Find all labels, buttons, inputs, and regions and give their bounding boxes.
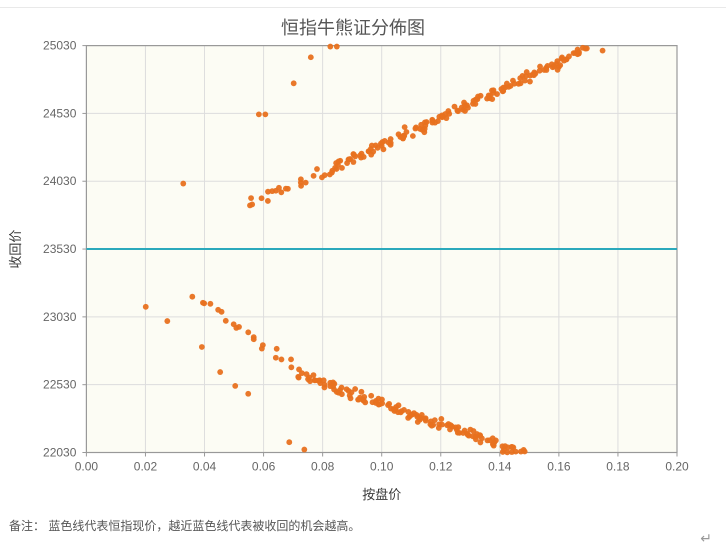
svg-text:25030: 25030 <box>43 39 77 53</box>
svg-text:0.08: 0.08 <box>311 460 335 474</box>
svg-text:23030: 23030 <box>43 310 77 324</box>
svg-text:0.00: 0.00 <box>75 460 99 474</box>
svg-text:0.04: 0.04 <box>193 460 217 474</box>
svg-text:0.20: 0.20 <box>665 460 689 474</box>
svg-text:0.16: 0.16 <box>547 460 571 474</box>
svg-text:0.10: 0.10 <box>370 460 394 474</box>
svg-text:0.18: 0.18 <box>606 460 630 474</box>
svg-text:22030: 22030 <box>43 446 77 460</box>
svg-text:按盘价: 按盘价 <box>362 487 401 502</box>
svg-text:收回价: 收回价 <box>8 230 23 269</box>
svg-text:0.06: 0.06 <box>252 460 276 474</box>
svg-text:24030: 24030 <box>43 174 77 188</box>
svg-text:23530: 23530 <box>43 242 77 256</box>
svg-text:0.12: 0.12 <box>429 460 453 474</box>
svg-text:24530: 24530 <box>43 106 77 120</box>
svg-text:0.14: 0.14 <box>488 460 512 474</box>
svg-text:22530: 22530 <box>43 378 77 392</box>
svg-text:0.02: 0.02 <box>134 460 158 474</box>
